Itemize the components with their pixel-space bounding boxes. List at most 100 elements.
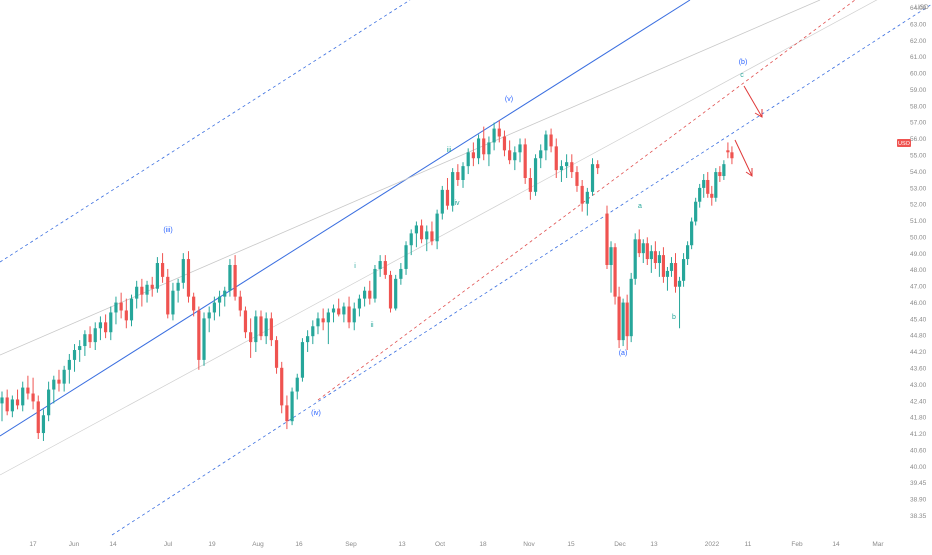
candle-body: [326, 312, 330, 323]
x-tick-label: Mar: [872, 541, 884, 548]
x-tick-label: 19: [208, 541, 216, 548]
candle-body: [698, 187, 702, 202]
candle-body: [714, 172, 718, 198]
time-axis[interactable]: 17 Jun 14 Jul 19 Aug 16 Sep 13 Oct 18 Nov 15 Dec 13 202…: [29, 541, 884, 548]
candle-body: [661, 255, 666, 277]
x-tick-label: Nov: [523, 541, 535, 548]
candle-body: [62, 369, 66, 384]
wave-label-iv: (iv): [311, 410, 321, 417]
candle-body: [718, 172, 722, 177]
candle-body: [21, 387, 25, 406]
candle-body: [575, 172, 579, 186]
y-tick-label: 58.00: [910, 103, 927, 110]
candle-body: [523, 144, 527, 179]
candle-body: [249, 332, 253, 343]
candle-body: [280, 367, 284, 406]
candle-body: [5, 397, 9, 412]
candle-body: [295, 377, 299, 392]
x-tick-label: 14: [832, 541, 840, 548]
candle-body: [363, 290, 367, 299]
candle-body: [466, 152, 470, 167]
candle-body: [590, 164, 595, 192]
x-tick-label: 14: [109, 541, 117, 548]
candle-body: [585, 191, 589, 204]
y-tick-label: 38.90: [910, 497, 927, 504]
y-tick-label: 55.00: [910, 152, 927, 159]
candle-body: [36, 401, 40, 434]
candle-body: [609, 247, 613, 265]
candle-body: [306, 336, 310, 343]
y-tick-label: 60.00: [910, 71, 927, 78]
y-tick-label: 62.00: [910, 38, 927, 45]
candle-body: [166, 276, 170, 315]
lower-dashed-channel-line: [111, 3, 932, 536]
candle-body: [513, 152, 517, 161]
y-tick-label: 47.00: [910, 284, 927, 291]
y-tick-label: 56.00: [910, 136, 927, 143]
candle-body: [274, 340, 279, 368]
candle-body: [570, 162, 574, 173]
candle-body: [673, 263, 678, 287]
x-tick-label: 18: [479, 541, 487, 548]
candle-body: [254, 316, 258, 343]
candle-body: [649, 251, 653, 260]
candle-body: [233, 265, 237, 297]
candle-body: [539, 150, 543, 159]
y-tick-label: 42.40: [910, 398, 927, 405]
candle-body: [565, 162, 569, 167]
candle-body: [140, 286, 144, 295]
candlestick-series: [0, 120, 734, 441]
candle-body: [629, 278, 633, 337]
price-axis[interactable]: 64.00 63.00 62.00 61.00 60.00 59.00 58.00 57.00…: [910, 4, 929, 520]
candle-body: [15, 399, 20, 406]
candle-body: [368, 290, 372, 299]
candle-body: [665, 270, 670, 277]
candle-body: [114, 302, 118, 313]
y-tick-label: 40.00: [910, 464, 927, 471]
y-tick-label: 51.00: [910, 218, 927, 225]
wave-label-b: (b): [739, 59, 748, 66]
candle-body: [487, 142, 491, 155]
candle-body: [645, 243, 649, 260]
forecast-arrows: USO: [734, 85, 911, 177]
x-tick-label: 13: [398, 541, 406, 548]
candle-body: [300, 342, 305, 378]
candle-body: [492, 128, 496, 143]
candle-body: [337, 308, 341, 315]
y-tick-label: 54.00: [910, 169, 927, 176]
candle-body: [471, 152, 475, 159]
candle-body: [192, 296, 196, 311]
candle-body: [373, 268, 377, 299]
y-tick-label: 49.00: [910, 251, 927, 258]
candle-body: [321, 318, 325, 323]
y-tick-label: 45.40: [910, 316, 927, 323]
candle-body: [502, 136, 507, 151]
candle-body: [482, 138, 486, 155]
y-tick-label: 52.00: [910, 202, 927, 209]
candle-body: [497, 128, 501, 137]
candle-body: [197, 310, 201, 360]
candle-body: [243, 310, 248, 333]
candle-body: [706, 179, 710, 194]
candle-body: [264, 318, 268, 337]
sub-wave-label-a: a: [638, 203, 642, 210]
candle-body: [72, 350, 77, 360]
candle-body: [238, 296, 242, 311]
candle-body: [135, 286, 139, 299]
candle-body: [681, 259, 686, 281]
y-tick-label: 41.80: [910, 415, 927, 422]
candle-body: [378, 261, 382, 269]
candle-body: [445, 189, 450, 206]
x-tick-label: 2022: [705, 541, 720, 548]
candle-body: [613, 247, 617, 297]
candle-body: [228, 265, 232, 291]
candle-body: [160, 263, 165, 277]
y-tick-label: 48.00: [910, 267, 927, 274]
y-tick-label: 61.00: [910, 54, 927, 61]
candle-body: [124, 310, 128, 321]
candle-body: [171, 290, 175, 315]
candle-body: [440, 189, 444, 214]
